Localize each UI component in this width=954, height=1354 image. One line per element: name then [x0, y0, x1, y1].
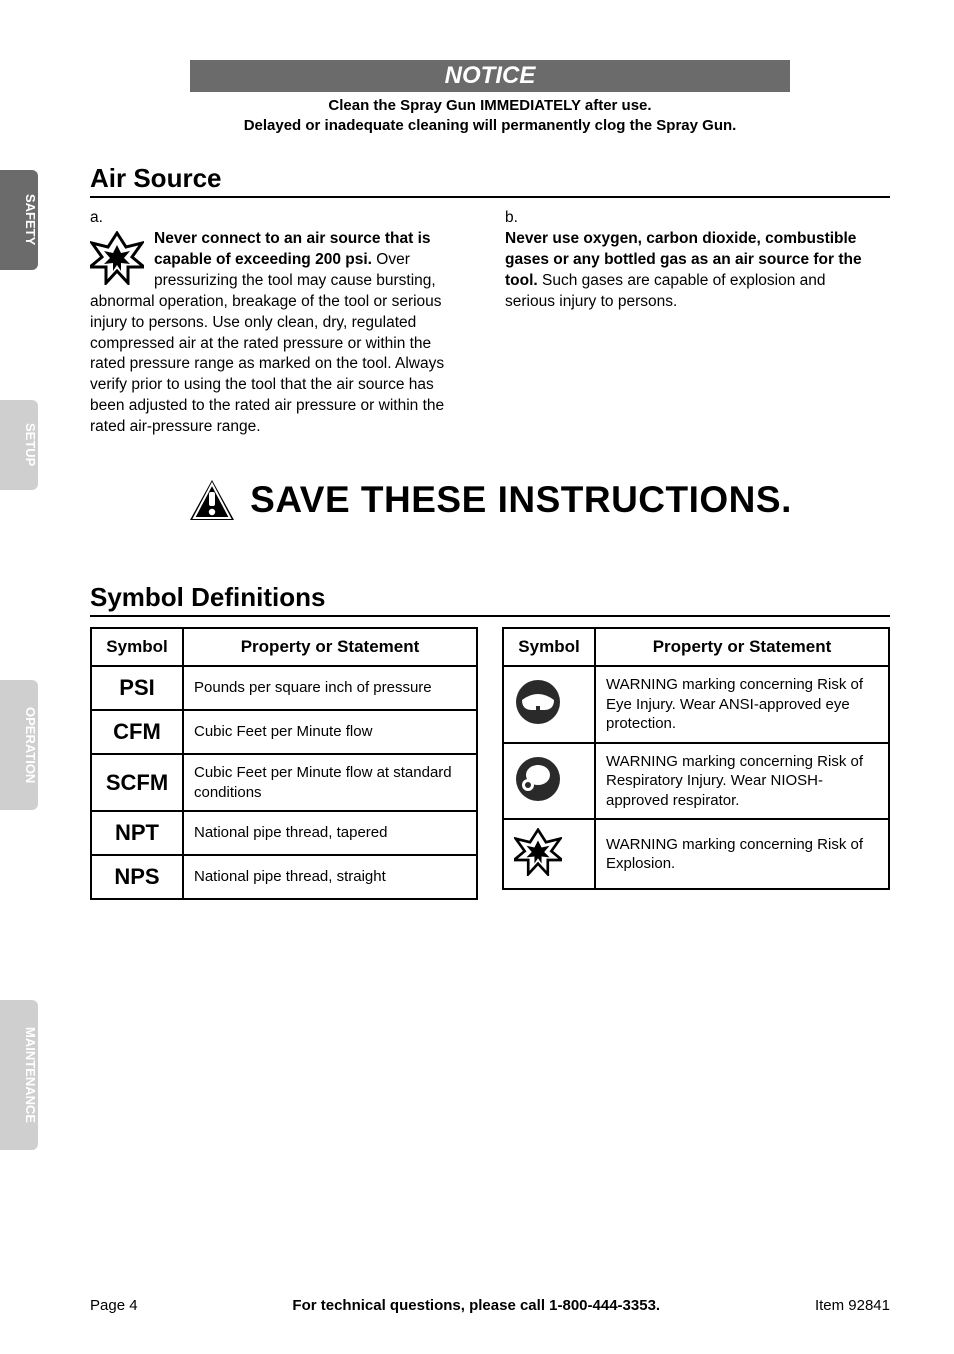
sym-scfm: SCFM	[91, 754, 183, 811]
sym-nps: NPS	[91, 855, 183, 899]
prop-nps: National pipe thread, straight	[183, 855, 477, 899]
tab-operation: OPERATION	[0, 680, 38, 810]
prop-eye: WARNING marking concerning Risk of Eye I…	[595, 666, 889, 743]
footer-page: Page 4	[90, 1297, 138, 1314]
tab-maintenance: MAINTENANCE	[0, 1000, 38, 1150]
save-banner-text: SAVE THESE INSTRUCTIONS.	[250, 479, 792, 521]
tab-safety: SAFETY	[0, 170, 38, 270]
sym-cfm: CFM	[91, 710, 183, 754]
tab-setup: SETUP	[0, 400, 38, 490]
prop-respirator: WARNING marking concerning Risk of Respi…	[595, 743, 889, 820]
table-row: NPSNational pipe thread, straight	[91, 855, 477, 899]
sym-npt: NPT	[91, 811, 183, 855]
table-row: WARNING marking concerning Risk of Explo…	[503, 819, 889, 889]
notice-banner: NOTICE	[190, 60, 790, 92]
air-source-heading: Air Source	[90, 163, 890, 198]
table-row: WARNING marking concerning Risk of Eye I…	[503, 666, 889, 743]
eye-protection-icon	[514, 678, 562, 726]
save-instructions-banner: SAVE THESE INSTRUCTIONS.	[90, 478, 890, 522]
item-a-letter: a.	[90, 208, 110, 229]
footer-center: For technical questions, please call 1-8…	[292, 1297, 660, 1314]
th-symbol-left: Symbol	[91, 628, 183, 666]
table-row: NPTNational pipe thread, tapered	[91, 811, 477, 855]
notice-text: Clean the Spray Gun IMMEDIATELY after us…	[90, 96, 890, 135]
sym-respirator-icon-cell	[503, 743, 595, 820]
notice-line2: Delayed or inadequate cleaning will perm…	[244, 117, 737, 134]
sym-psi: PSI	[91, 666, 183, 710]
air-source-col-a: a. Never connect to an air source that i…	[90, 208, 475, 438]
item-b-rest: Such gases are capable of explosion and …	[505, 272, 826, 310]
th-prop-left: Property or Statement	[183, 628, 477, 666]
respirator-icon	[514, 755, 562, 803]
prop-psi: Pounds per square inch of pressure	[183, 666, 477, 710]
th-prop-right: Property or Statement	[595, 628, 889, 666]
prop-explosion: WARNING marking concerning Risk of Explo…	[595, 819, 889, 889]
warning-triangle-icon	[188, 478, 236, 522]
prop-npt: National pipe thread, tapered	[183, 811, 477, 855]
footer-item: Item 92841	[815, 1297, 890, 1314]
symbol-table-right: Symbol Property or Statement WARNING mar…	[502, 627, 890, 890]
item-b-letter: b.	[505, 208, 525, 229]
sym-eye-icon-cell	[503, 666, 595, 743]
th-symbol-right: Symbol	[503, 628, 595, 666]
symbol-table-left: Symbol Property or Statement PSIPounds p…	[90, 627, 478, 900]
page-footer: Page 4 For technical questions, please c…	[90, 1297, 890, 1314]
prop-cfm: Cubic Feet per Minute flow	[183, 710, 477, 754]
table-row: CFMCubic Feet per Minute flow	[91, 710, 477, 754]
table-row: SCFMCubic Feet per Minute flow at standa…	[91, 754, 477, 811]
sym-explosion-icon-cell	[503, 819, 595, 889]
explosion-icon	[90, 231, 144, 285]
symbol-definitions-heading: Symbol Definitions	[90, 582, 890, 617]
air-source-col-b: b. Never use oxygen, carbon dioxide, com…	[505, 208, 890, 438]
explosion-warning-icon	[514, 828, 562, 876]
notice-line1: Clean the Spray Gun IMMEDIATELY after us…	[328, 97, 651, 114]
prop-scfm: Cubic Feet per Minute flow at standard c…	[183, 754, 477, 811]
table-row: WARNING marking concerning Risk of Respi…	[503, 743, 889, 820]
table-row: PSIPounds per square inch of pressure	[91, 666, 477, 710]
